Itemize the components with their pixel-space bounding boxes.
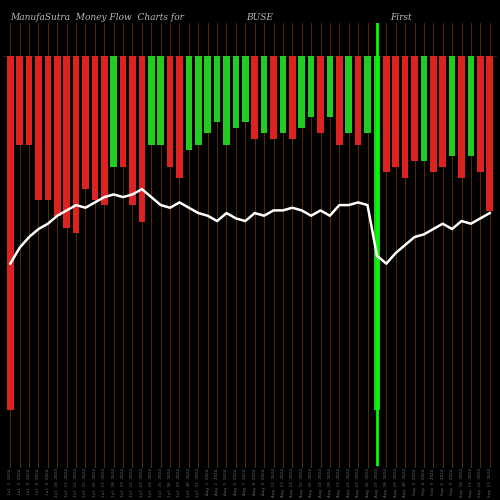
Bar bbox=[252, 56, 258, 139]
Bar bbox=[82, 56, 89, 189]
Bar bbox=[129, 56, 136, 206]
Bar bbox=[364, 56, 371, 134]
Bar bbox=[477, 56, 484, 172]
Bar bbox=[54, 56, 60, 216]
Bar bbox=[298, 56, 305, 128]
Bar bbox=[16, 56, 23, 144]
Bar bbox=[430, 56, 436, 172]
Bar bbox=[317, 56, 324, 134]
Bar bbox=[468, 56, 474, 156]
Bar bbox=[101, 56, 107, 206]
Bar bbox=[486, 56, 493, 211]
Bar bbox=[73, 56, 80, 233]
Bar bbox=[402, 56, 408, 178]
Bar bbox=[44, 56, 51, 200]
Text: BUSE: BUSE bbox=[246, 12, 274, 22]
Bar bbox=[26, 56, 32, 144]
Bar bbox=[326, 56, 333, 117]
Bar bbox=[176, 56, 183, 178]
Bar bbox=[214, 56, 220, 122]
Bar bbox=[35, 56, 42, 200]
Bar bbox=[232, 56, 239, 128]
Bar bbox=[458, 56, 465, 178]
Bar bbox=[242, 56, 248, 122]
Bar bbox=[167, 56, 173, 166]
Bar bbox=[138, 56, 145, 222]
Bar bbox=[440, 56, 446, 166]
Bar bbox=[355, 56, 362, 144]
Bar bbox=[280, 56, 286, 134]
Bar bbox=[92, 56, 98, 200]
Bar bbox=[195, 56, 202, 144]
Bar bbox=[204, 56, 211, 134]
Bar bbox=[158, 56, 164, 144]
Bar bbox=[110, 56, 117, 166]
Text: First: First bbox=[390, 12, 411, 22]
Bar bbox=[308, 56, 314, 117]
Bar bbox=[120, 56, 126, 166]
Bar bbox=[186, 56, 192, 150]
Bar bbox=[148, 56, 154, 144]
Bar bbox=[7, 56, 14, 410]
Bar bbox=[374, 56, 380, 410]
Text: ManufaSutra  Money Flow  Charts for: ManufaSutra Money Flow Charts for bbox=[10, 12, 184, 22]
Bar bbox=[261, 56, 268, 134]
Bar bbox=[420, 56, 427, 161]
Bar bbox=[449, 56, 456, 156]
Bar bbox=[346, 56, 352, 134]
Bar bbox=[289, 56, 296, 139]
Bar bbox=[383, 56, 390, 172]
Bar bbox=[392, 56, 399, 166]
Bar bbox=[223, 56, 230, 144]
Bar bbox=[411, 56, 418, 161]
Bar bbox=[64, 56, 70, 228]
Bar bbox=[270, 56, 277, 139]
Bar bbox=[336, 56, 342, 144]
